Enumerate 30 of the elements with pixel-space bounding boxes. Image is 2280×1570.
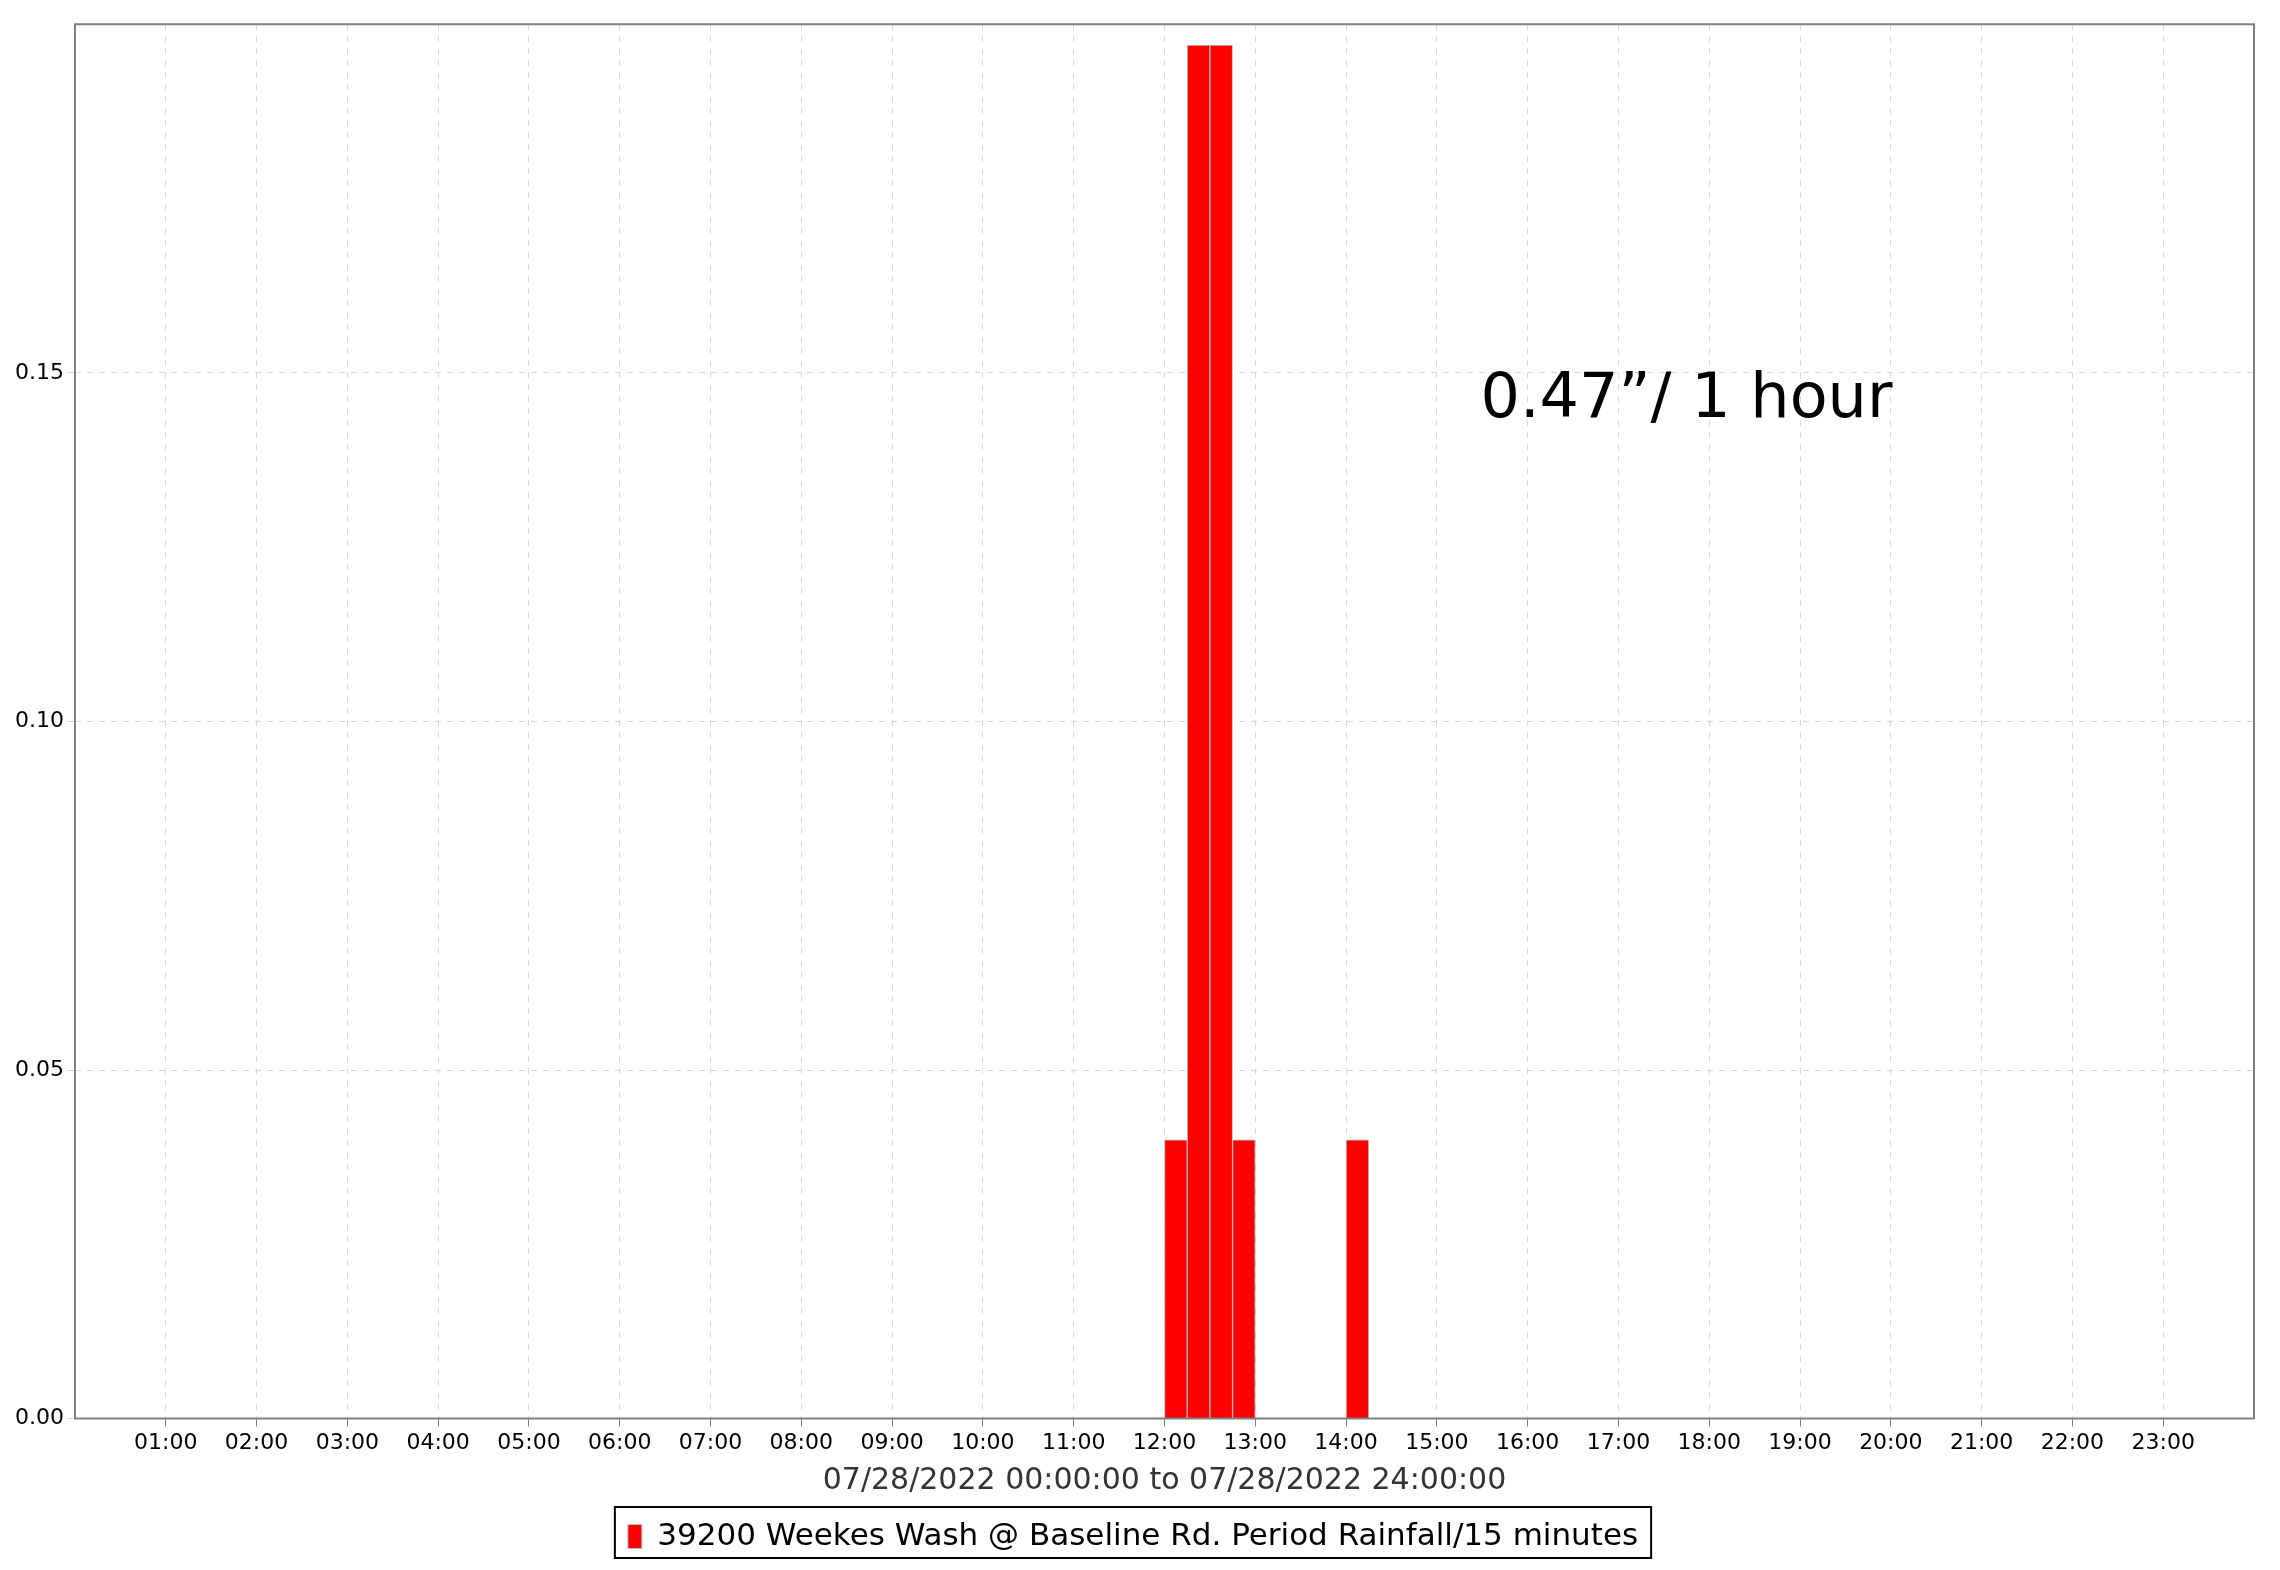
x-tick-label: 12:00 [1132,1428,1197,1454]
x-tick-label: 02:00 [224,1428,289,1454]
x-tick-label: 20:00 [1859,1428,1923,1454]
legend-label: 39200 Weekes Wash @ Baseline Rd. Period Rainfall/15 minutes [657,1515,1639,1552]
x-tick-label: 05:00 [497,1428,561,1454]
x-tick-label: 04:00 [406,1428,470,1454]
x-tick-label: 09:00 [860,1428,924,1454]
x-tick-label: 17:00 [1586,1428,1651,1454]
x-tick-label: 03:00 [315,1428,380,1454]
x-tick-label: 22:00 [2040,1428,2105,1454]
x-tick-label: 07:00 [678,1428,743,1454]
x-tick-label: 23:00 [2131,1428,2195,1454]
x-tick-label: 15:00 [1405,1428,1469,1454]
x-tick-label: 10:00 [951,1428,1015,1454]
x-tick-label: 01:00 [134,1428,198,1454]
y-tick-label: 0.15 [15,358,64,384]
x-tick-label: 21:00 [1949,1428,2014,1454]
y-tick-label: 0.00 [15,1404,64,1430]
x-axis-title: 07/28/2022 00:00:00 to 07/28/2022 24:00:00 [822,1460,1507,1496]
x-tick-label: 11:00 [1042,1428,1106,1454]
y-tick-label: 0.05 [15,1055,64,1081]
x-tick-label: 16:00 [1495,1428,1560,1454]
annotation: 0.47”/ 1 hour [1480,358,1893,432]
x-tick-label: 08:00 [769,1428,834,1454]
x-tick-label: 14:00 [1314,1428,1378,1454]
x-tick-label: 18:00 [1677,1428,1741,1454]
x-tick-label: 13:00 [1223,1428,1287,1454]
y-tick-label: 0.10 [15,707,64,733]
x-tick-label: 19:00 [1768,1428,1832,1454]
x-tick-label: 06:00 [588,1428,652,1454]
